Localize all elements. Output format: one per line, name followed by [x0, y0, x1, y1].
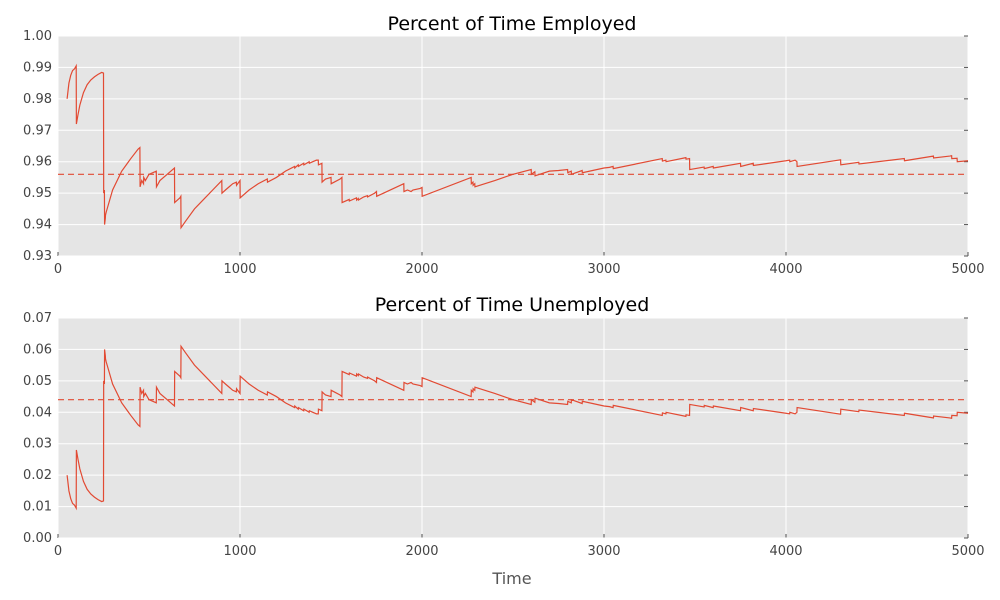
y-tick-label: 0.95: [23, 186, 52, 201]
plot-area-unemployed: [58, 318, 968, 538]
unemployed-chart: Percent of Time Unemployed Time 0 1000 200…: [23, 294, 985, 588]
y-tick-label: 0.01: [23, 500, 52, 515]
y-tick-label: 0.96: [23, 155, 52, 170]
x-tick-label: 2000: [405, 262, 438, 277]
x-tick-label: 5000: [951, 544, 984, 559]
y-tick-label: 1.00: [23, 29, 52, 44]
y-tick-label: 0.99: [23, 60, 52, 75]
x-tick-label: 1000: [223, 544, 256, 559]
y-tick-label: 0.07: [23, 311, 52, 326]
y-tick-label: 0.98: [23, 92, 52, 107]
x-tick-label: 0: [54, 262, 62, 277]
x-tick-label: 2000: [405, 544, 438, 559]
x-tick-label: 3000: [587, 544, 620, 559]
employed-chart: Percent of Time Employed 0 1000 2000 3000 40…: [23, 13, 985, 277]
x-axis-label-unemployed: Time: [491, 569, 531, 588]
plot-area-employed: [58, 36, 968, 256]
y-tick-label: 0.02: [23, 468, 52, 483]
x-tick-label: 4000: [769, 262, 802, 277]
y-tick-label: 0.93: [23, 249, 52, 264]
y-tick-label: 0.00: [23, 531, 52, 546]
x-tick-label: 1000: [223, 262, 256, 277]
chart-title-employed: Percent of Time Employed: [388, 13, 637, 35]
y-tick-label: 0.03: [23, 437, 52, 452]
x-tick-label: 0: [54, 544, 62, 559]
x-tick-label: 5000: [951, 262, 984, 277]
y-tick-label: 0.04: [23, 405, 52, 420]
y-tick-label: 0.05: [23, 374, 52, 389]
y-tick-label: 0.97: [23, 123, 52, 138]
y-tick-label: 0.94: [23, 218, 52, 233]
x-tick-label: 4000: [769, 544, 802, 559]
x-tick-label: 3000: [587, 262, 620, 277]
chart-title-unemployed: Percent of Time Unemployed: [375, 294, 650, 316]
y-tick-label: 0.06: [23, 342, 52, 357]
